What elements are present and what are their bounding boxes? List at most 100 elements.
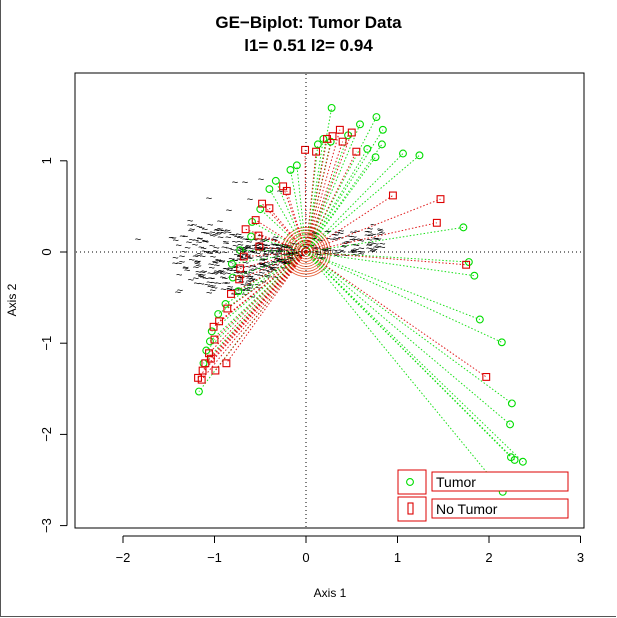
tumor-point <box>497 338 506 347</box>
gene-marker: ~ <box>283 257 289 269</box>
gene-marker: ~ <box>194 250 200 262</box>
gene-marker: ~ <box>351 232 357 244</box>
gene-marker: ~ <box>373 238 379 250</box>
gene-marker: ~ <box>269 245 275 257</box>
gene-marker: ~ <box>214 260 220 272</box>
gene-marker: ~ <box>221 247 227 259</box>
gene-marker: ~ <box>271 240 277 252</box>
tumor-point <box>518 457 527 466</box>
gene-marker: ~ <box>273 263 279 275</box>
sample-vector-line <box>269 207 307 253</box>
gene-marker: ~ <box>176 240 182 252</box>
gene-marker: ~ <box>271 234 277 246</box>
gene-marker: ~ <box>249 273 255 285</box>
no-tumor-point <box>301 145 310 154</box>
sample-vector-line <box>211 251 307 332</box>
gene-marker: ~ <box>182 231 188 243</box>
gene-marker: ~ <box>231 230 237 242</box>
gene-marker: ~ <box>179 256 185 268</box>
gene-marker: ~ <box>209 240 215 252</box>
gene-marker: ~ <box>373 242 379 254</box>
gene-marker: ~ <box>372 233 378 245</box>
x-tick-label: −2 <box>116 550 131 565</box>
gene-marker: ~ <box>223 238 229 250</box>
no-tumor-point <box>205 349 213 358</box>
gene-marker: ~ <box>260 259 266 271</box>
tumor-point <box>256 205 265 214</box>
sample-vector-line <box>305 156 376 253</box>
sample-vector-line <box>268 188 307 253</box>
gene-marker: ~ <box>208 262 214 274</box>
gene-marker: ~ <box>364 230 370 242</box>
gene-marker: ~ <box>212 247 218 259</box>
gene-marker: ~ <box>251 241 257 253</box>
legend-tumor-symbol <box>406 478 414 486</box>
x-tick-label: 0 <box>302 550 309 565</box>
sample-vector-line <box>305 138 324 253</box>
gene-marker: ~ <box>222 278 228 290</box>
tumor-point <box>356 120 364 129</box>
gene-marker: ~ <box>331 229 337 241</box>
gene-marker: ~ <box>333 233 339 245</box>
gene-marker: ~ <box>217 232 223 244</box>
gene-marker: ~ <box>259 268 265 280</box>
gene-marker: ~ <box>259 264 265 276</box>
gene-marker: ~ <box>181 247 187 259</box>
tumor-point <box>399 149 407 158</box>
gene-marker: ~ <box>236 274 242 286</box>
gene-marker: ~ <box>226 243 232 255</box>
gene-marker: ~ <box>244 283 250 295</box>
gene-marker: ~ <box>259 234 265 246</box>
gene-marker: ~ <box>322 245 328 257</box>
sample-vector-lines-layer <box>197 107 524 493</box>
gene-marker: ~ <box>245 234 251 246</box>
gene-marker: ~ <box>176 258 182 270</box>
sample-vector-line <box>305 251 512 458</box>
gene-marker: ~ <box>248 275 254 287</box>
gene-marker: ~ <box>211 283 217 295</box>
tumor-point <box>475 315 484 324</box>
gene-marker: ~ <box>263 248 269 260</box>
gene-marker: ~ <box>276 242 282 254</box>
gene-marker: ~ <box>237 239 243 251</box>
tumor-point <box>415 151 424 160</box>
gene-marker: ~ <box>216 267 222 279</box>
gene-marker: ~ <box>254 248 260 260</box>
gene-marker: ~ <box>340 242 346 254</box>
chart-title-line2: l1= 0.51 l2= 0.94 <box>244 36 373 55</box>
gene-marker: ~ <box>317 235 323 247</box>
gene-marker: ~ <box>277 244 283 256</box>
gene-marker: ~ <box>379 242 385 254</box>
sample-vector-line <box>305 251 487 378</box>
gene-marker: ~ <box>322 244 328 256</box>
gene-marker: ~ <box>232 285 238 297</box>
gene-marker: ~ <box>242 243 248 255</box>
gene-marker: ~ <box>349 247 355 259</box>
sample-vector-line <box>215 251 307 371</box>
gene-marker: ~ <box>266 266 272 278</box>
axes-layer: −2 −1 0 1 2 3 −3 −2 −1 0 1 Axis 1 Axis 2 <box>5 74 584 600</box>
gene-marker: ~ <box>210 281 216 293</box>
gene-marker: ~ <box>201 266 207 278</box>
no-tumor-point <box>206 354 215 363</box>
gene-marker: ~ <box>252 234 258 246</box>
sample-vector-line <box>258 235 307 253</box>
gene-marker: ~ <box>172 235 178 247</box>
sample-vector-line <box>305 251 481 320</box>
gene-marker: ~ <box>241 245 247 257</box>
gene-marker: ~ <box>197 271 203 283</box>
gene-marker: ~ <box>290 245 296 257</box>
gene-marker: ~ <box>255 279 261 291</box>
gene-marker: ~ <box>287 250 293 262</box>
no-tumor-point <box>258 199 267 208</box>
y-axis-title: Axis 2 <box>5 283 19 316</box>
sample-vector-line <box>201 251 307 380</box>
no-tumor-point <box>235 275 244 284</box>
sample-vector-line <box>213 251 307 328</box>
gene-marker: ~ <box>279 256 285 268</box>
gene-marker: ~ <box>338 245 344 257</box>
gene-marker: ~ <box>207 282 213 294</box>
gene-marker: ~ <box>197 248 203 260</box>
gene-marker: ~ <box>212 257 218 269</box>
